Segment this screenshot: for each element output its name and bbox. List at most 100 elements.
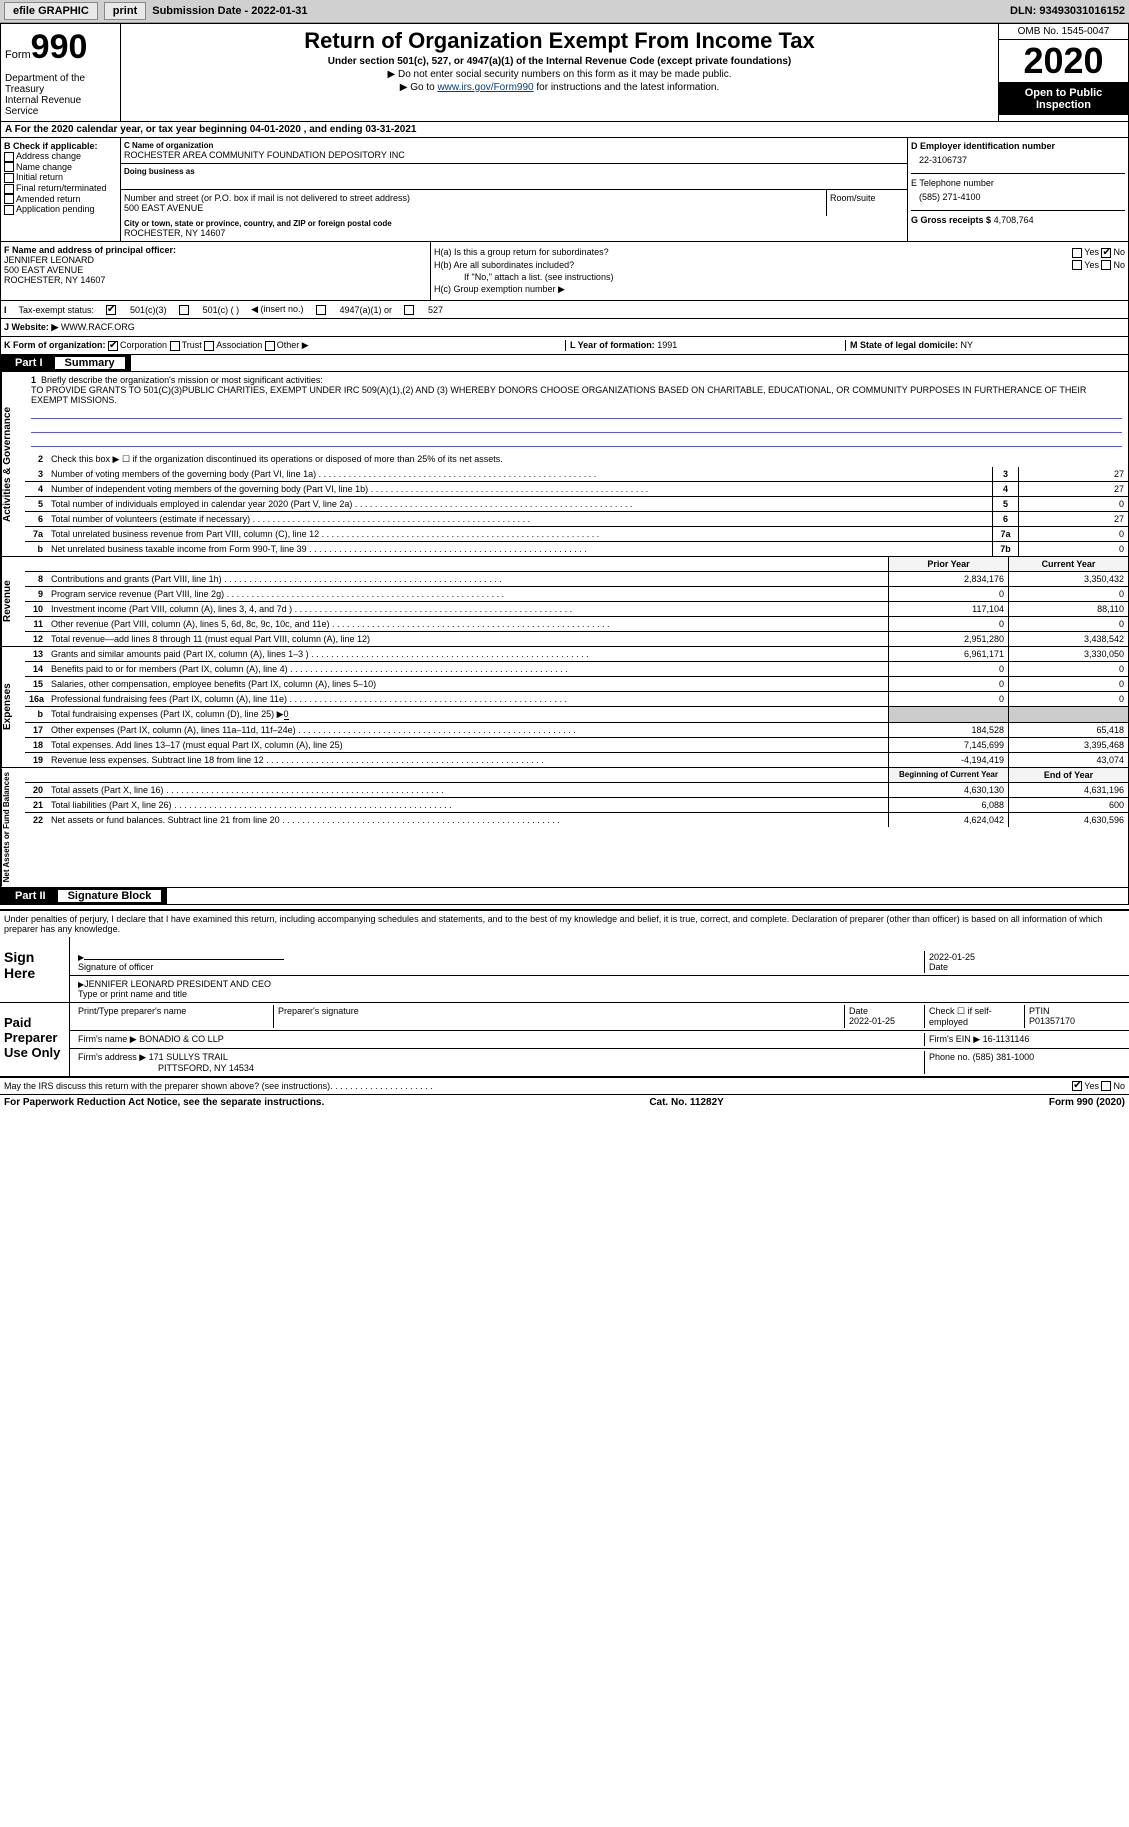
ha-no[interactable] [1101,248,1111,258]
chk-trust[interactable] [170,341,180,351]
ha-yes[interactable] [1072,248,1082,258]
discuss-yes[interactable] [1072,1081,1082,1091]
cy-15: 0 [1008,677,1128,691]
efile-button[interactable]: efile GRAPHIC [4,2,98,20]
py-11: 0 [888,617,1008,631]
firm-phone: (585) 381-1000 [973,1052,1035,1062]
revenue-section: Revenue Prior YearCurrent Year 8Contribu… [0,557,1129,647]
chk-501c[interactable] [179,305,189,315]
val-7a: 0 [1018,527,1128,541]
form-subtitle: Under section 501(c), 527, or 4947(a)(1)… [125,56,994,67]
side-governance: Activities & Governance [1,372,25,556]
cy-12: 3,438,542 [1008,632,1128,646]
tax-period: A For the 2020 calendar year, or tax yea… [0,122,1129,138]
chk-assoc[interactable] [204,341,214,351]
firm-ein: 16-1131146 [983,1034,1030,1044]
goto-note: ▶ Go to www.irs.gov/Form990 for instruct… [125,82,994,93]
ptin: P01357170 [1029,1016,1075,1026]
open-inspection: Open to Public Inspection [999,83,1128,115]
governance-section: Activities & Governance 1 Briefly descri… [0,372,1129,557]
top-toolbar: efile GRAPHIC print Submission Date - 20… [0,0,1129,23]
firm-addr: 171 SULLYS TRAIL [149,1052,228,1062]
cy-17: 65,418 [1008,723,1128,737]
chk-initial[interactable] [4,173,14,183]
cy-14: 0 [1008,662,1128,676]
form-label: Form [5,49,31,61]
cy-11: 0 [1008,617,1128,631]
section-fh: F Name and address of principal officer:… [0,242,1129,301]
section-c: C Name of organizationROCHESTER AREA COM… [121,138,908,241]
sign-here: Sign Here [0,937,70,1002]
page-footer: For Paperwork Reduction Act Notice, see … [0,1094,1129,1110]
netassets-section: Net Assets or Fund Balances Beginning of… [0,768,1129,887]
section-deg: D Employer identification number 22-3106… [908,138,1128,241]
chk-amended[interactable] [4,194,14,204]
officer-name: JENNIFER LEONARD [4,255,427,265]
expenses-section: Expenses 13Grants and similar amounts pa… [0,647,1129,768]
cy-9: 0 [1008,587,1128,601]
officer-name-title: JENNIFER LEONARD PRESIDENT AND CEO [84,979,271,989]
side-expenses: Expenses [1,647,25,767]
cy-18: 3,395,468 [1008,738,1128,752]
val-5: 0 [1018,497,1128,511]
chk-final[interactable] [4,184,14,194]
form-number: 990 [31,28,88,66]
firm-name: BONADIO & CO LLP [139,1034,224,1044]
sig-date: 2022-01-25 [929,952,975,962]
chk-4947[interactable] [316,305,326,315]
print-button[interactable]: print [104,2,146,20]
py-14: 0 [888,662,1008,676]
prep-date: 2022-01-25 [849,1016,895,1026]
py-13: 6,961,171 [888,647,1008,661]
py-8: 2,834,176 [888,572,1008,586]
state-domicile: NY [961,340,974,350]
chk-501c3[interactable] [106,305,116,315]
section-j: J Website: ▶ WWW.RACF.ORG [0,319,1129,337]
py-19: -4,194,419 [888,753,1008,767]
py-20: 4,630,130 [888,783,1008,797]
chk-other[interactable] [265,341,275,351]
org-address: 500 EAST AVENUE [124,203,823,213]
hb-no[interactable] [1101,260,1111,270]
chk-527[interactable] [404,305,414,315]
chk-pending[interactable] [4,205,14,215]
tax-year: 2020 [999,40,1128,83]
val-4: 27 [1018,482,1128,496]
org-name: ROCHESTER AREA COMMUNITY FOUNDATION DEPO… [124,150,904,160]
py-16a: 0 [888,692,1008,706]
dln: DLN: 93493031016152 [1010,5,1125,17]
phone: (585) 271-4100 [911,188,1125,210]
cy-13: 3,330,050 [1008,647,1128,661]
org-city: ROCHESTER, NY 14607 [124,228,904,238]
chk-name[interactable] [4,162,14,172]
chk-address[interactable] [4,152,14,162]
discuss-no[interactable] [1101,1081,1111,1091]
py-12: 2,951,280 [888,632,1008,646]
gross-receipts: 4,708,764 [994,215,1034,225]
part2-header: Part IISignature Block [1,888,167,904]
part1-header: Part ISummary [1,355,131,371]
chk-corp[interactable] [108,341,118,351]
py-15: 0 [888,677,1008,691]
paid-preparer: Paid Preparer Use Only [0,1003,70,1076]
val-6: 27 [1018,512,1128,526]
cy-22: 4,630,596 [1008,813,1128,827]
cy-16a: 0 [1008,692,1128,706]
form-title: Return of Organization Exempt From Incom… [125,28,994,54]
cy-8: 3,350,432 [1008,572,1128,586]
year-formation: 1991 [657,340,677,350]
ssn-note: ▶ Do not enter social security numbers o… [125,69,994,80]
py-9: 0 [888,587,1008,601]
hb-yes[interactable] [1072,260,1082,270]
ein: 22-3106737 [911,151,1125,173]
entity-block: B Check if applicable: Address change Na… [0,138,1129,242]
form-header: Form990 Department of the Treasury Inter… [0,23,1129,122]
department: Department of the Treasury Internal Reve… [5,73,116,117]
side-netassets: Net Assets or Fund Balances [1,768,25,886]
instructions-link[interactable]: www.irs.gov/Form990 [437,82,533,93]
section-i: ITax-exempt status: 501(c)(3) 501(c) ( )… [0,301,1129,319]
py-22: 4,624,042 [888,813,1008,827]
side-revenue: Revenue [1,557,25,646]
py-18: 7,145,699 [888,738,1008,752]
cy-21: 600 [1008,798,1128,812]
